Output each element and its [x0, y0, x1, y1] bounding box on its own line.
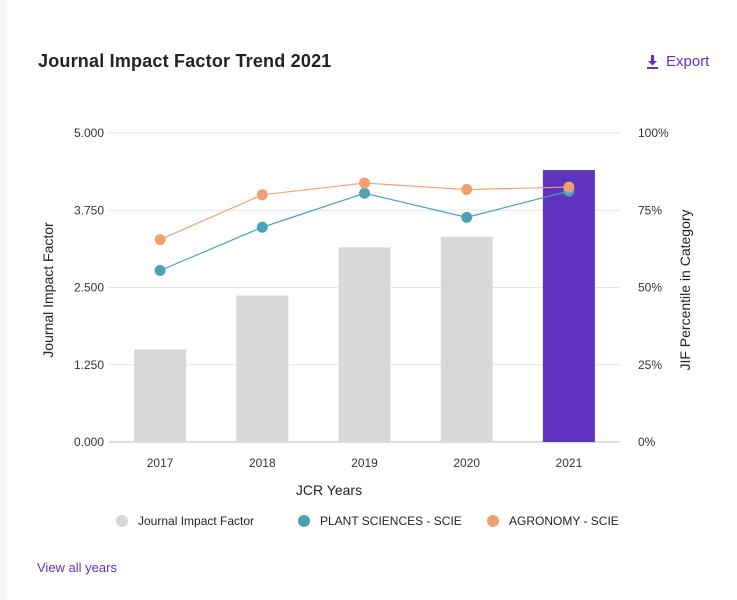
y-axis-label: Journal Impact Factor: [40, 222, 56, 358]
y-tick-label: 3.750: [74, 203, 104, 217]
chart-title: Journal Impact Factor Trend 2021: [38, 51, 332, 71]
bar-2019: [338, 247, 391, 442]
series-lines: [154, 177, 575, 277]
jif-trend-chart: 5.000 3.750 2.500 1.250 0.000 100% 75% 50% 25% 0…: [40, 126, 693, 528]
legend: Journal Impact Factor PLANT SCIENCES - SC…: [116, 514, 619, 528]
bar-2020: [440, 236, 493, 442]
y-right-tick-label: 50%: [638, 281, 662, 295]
x-tick-label: 2017: [147, 456, 174, 470]
y-right-tick-label: 25%: [638, 358, 662, 372]
series-point-1: [154, 234, 166, 246]
view-all-years-link[interactable]: View all years: [37, 560, 117, 575]
x-axis-ticks: 2017 2018 2019 2020 2021: [147, 456, 583, 470]
y-axis-right-label: JIF Percentile in Category: [677, 209, 693, 370]
chart-card: Journal Impact Factor Trend 2021 Export …: [7, 0, 737, 600]
export-button[interactable]: Export: [647, 53, 709, 70]
y-right-tick-label: 0%: [638, 435, 656, 449]
legend-label: Journal Impact Factor: [138, 514, 254, 528]
y-tick-label: 5.000: [74, 126, 104, 140]
legend-label: AGRONOMY - SCIE: [509, 514, 619, 528]
series-point-0: [359, 187, 370, 199]
bar-2017: [134, 349, 187, 442]
download-icon: [647, 54, 658, 69]
x-tick-label: 2020: [453, 456, 480, 470]
series-point-1: [461, 184, 473, 196]
left-axis-ticks: 5.000 3.750 2.500 1.250 0.000: [74, 126, 104, 449]
series-point-1: [359, 177, 370, 189]
legend-marker: [487, 515, 499, 527]
export-label: Export: [666, 53, 710, 70]
legend-marker: [116, 515, 128, 527]
series-point-0: [461, 211, 473, 223]
x-axis-label: JCR Years: [296, 482, 362, 498]
legend-label: PLANT SCIENCES - SCIE: [320, 514, 462, 528]
series-point-0: [256, 221, 268, 233]
bar-2018: [236, 295, 289, 442]
y-right-tick-label: 75%: [638, 203, 662, 217]
x-tick-label: 2018: [249, 456, 276, 470]
y-tick-label: 1.250: [74, 358, 104, 372]
bar-2021: [542, 170, 595, 442]
x-tick-label: 2021: [556, 456, 583, 470]
series-point-1: [563, 181, 575, 193]
right-axis-ticks: 100% 75% 50% 25% 0%: [638, 126, 669, 449]
y-tick-label: 0.000: [74, 435, 104, 449]
series-point-1: [256, 189, 268, 201]
series-point-0: [154, 265, 166, 277]
x-tick-label: 2019: [351, 456, 378, 470]
legend-marker: [298, 515, 310, 527]
bars: [134, 170, 595, 442]
y-right-tick-label: 100%: [638, 126, 669, 140]
y-tick-label: 2.500: [74, 281, 104, 295]
